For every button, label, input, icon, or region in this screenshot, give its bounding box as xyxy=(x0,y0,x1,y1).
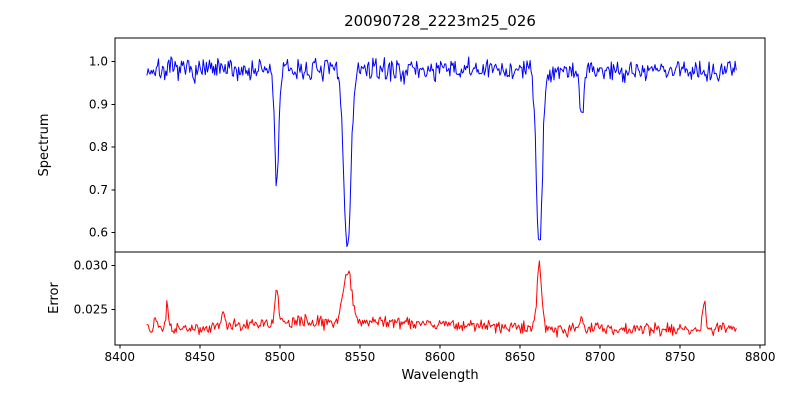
x-tick-label: 8650 xyxy=(505,350,536,364)
error-y-tick-label: 0.030 xyxy=(74,258,108,272)
spectrum-y-axis-label: Spectrum xyxy=(37,114,52,177)
error-y-axis-label: Error xyxy=(47,282,62,314)
tick-labels: 0.6 0.7 0.8 0.9 1.0 0.025 0.030 8400 8450 8500 855… xyxy=(74,55,776,364)
chart-title: 20090728_2223m25_026 xyxy=(344,12,536,31)
error-axes-frame xyxy=(114,251,766,346)
spectrum-y-tick-label: 0.7 xyxy=(89,183,108,197)
x-tick-label: 8550 xyxy=(345,350,376,364)
x-tick-label: 8500 xyxy=(265,350,296,364)
x-tick-label: 8600 xyxy=(425,350,456,364)
error-y-tick-label: 0.025 xyxy=(74,303,108,317)
spectrum-y-tick-label: 0.9 xyxy=(89,97,108,111)
x-tick-label: 8800 xyxy=(745,350,776,364)
spectrum-y-tick-label: 0.8 xyxy=(89,140,108,154)
tick-marks xyxy=(111,61,761,349)
x-tick-label: 8700 xyxy=(585,350,616,364)
spectrum-y-tick-label: 1.0 xyxy=(89,55,108,69)
x-tick-label: 8450 xyxy=(185,350,216,364)
spectrum-y-tick-label: 0.6 xyxy=(89,226,108,240)
x-tick-label: 8400 xyxy=(105,350,136,364)
x-tick-label: 8750 xyxy=(665,350,696,364)
x-axis-label: Wavelength xyxy=(401,368,478,383)
spectrum-line-series xyxy=(146,56,737,248)
error-line-series xyxy=(146,260,737,338)
